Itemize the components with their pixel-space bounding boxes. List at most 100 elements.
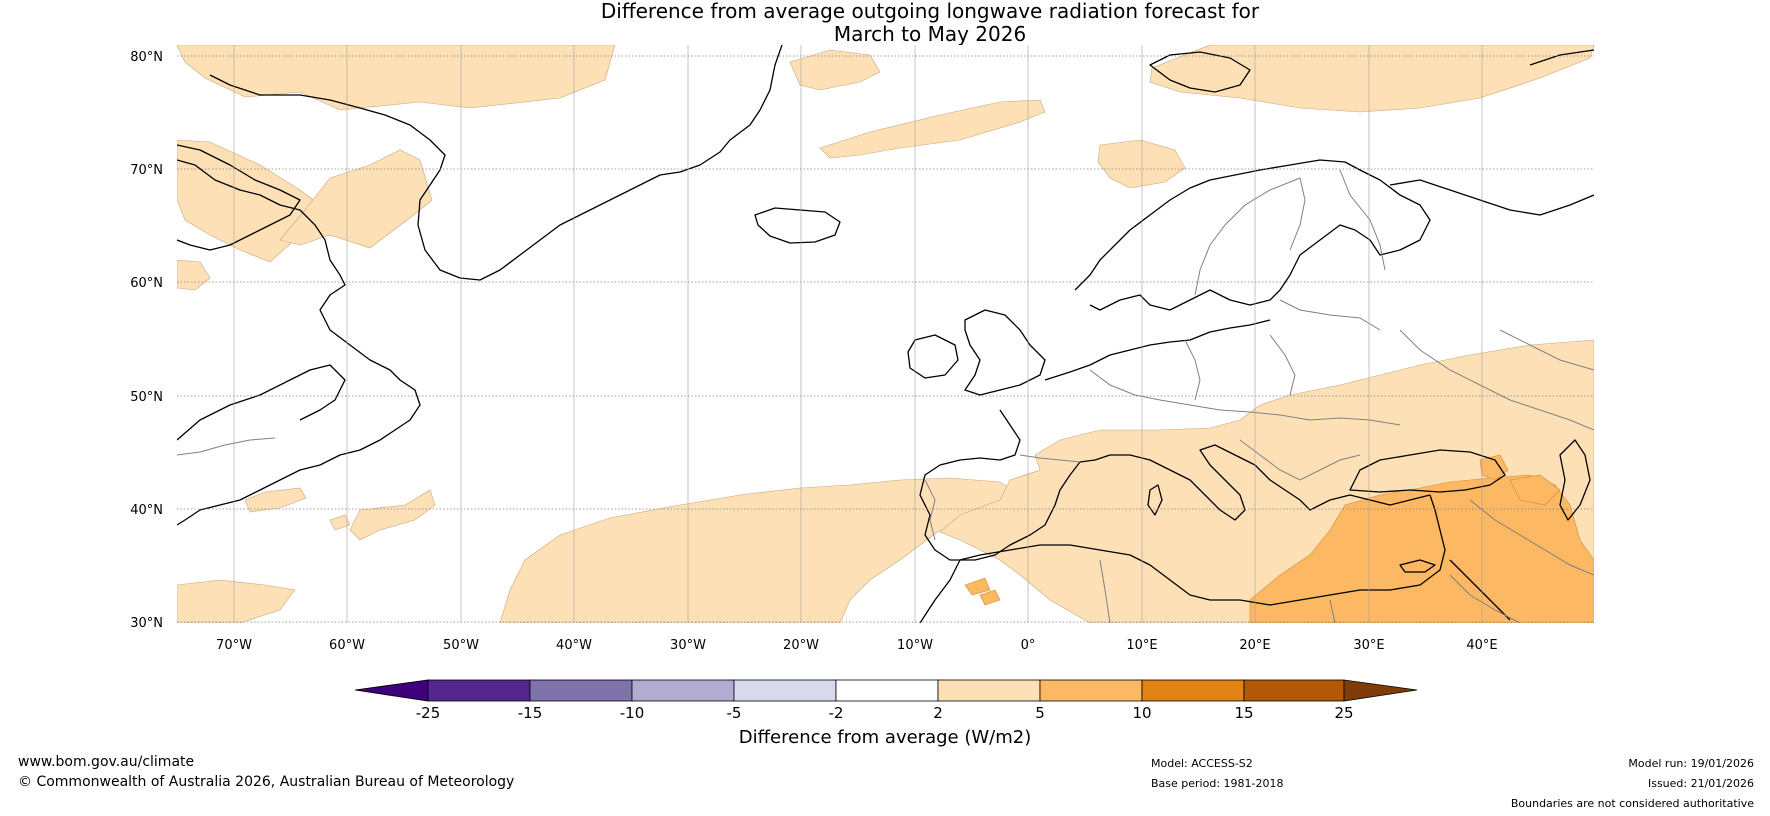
colorbar-tick: 15 [1234, 704, 1253, 722]
border-germany-poland [1184, 339, 1201, 401]
lon-label: 10°W [897, 638, 933, 653]
border-finland-russia [1339, 169, 1386, 271]
border-baltics [1279, 299, 1381, 331]
caspian-coast [1559, 439, 1591, 521]
border-france-spain [1019, 454, 1081, 463]
cyprus-coast [1399, 559, 1436, 573]
uk-coast [964, 309, 1046, 396]
title-line-2: March to May 2026 [833, 22, 1027, 46]
shading-nova-scotia-atl [244, 487, 307, 513]
shading-caspian [1479, 454, 1509, 481]
map-title: Difference from average outgoing longwav… [0, 0, 1770, 46]
colorbar-segment [1141, 679, 1245, 702]
shading-caucasus [1509, 474, 1561, 506]
map-area [177, 45, 1594, 623]
africa-north-coast [919, 494, 1446, 623]
lat-label: 30°N [130, 616, 163, 631]
lat-label: 40°N [130, 503, 163, 518]
colorbar-tick: 10 [1132, 704, 1151, 722]
footer-issued: Issued: 21/01/2026 [1647, 777, 1754, 790]
lon-label: 10°E [1126, 638, 1157, 653]
europe-west-coast [1044, 319, 1271, 381]
footer-disclaimer: Boundaries are not considered authoritat… [1510, 797, 1754, 810]
footer-copyright: © Commonwealth of Australia 2026, Austra… [18, 774, 515, 790]
lon-label: 20°E [1239, 638, 1270, 653]
lon-label: 20°W [783, 638, 819, 653]
iceland-coast [754, 207, 841, 244]
mediterranean-north [1094, 444, 1431, 521]
border-russia-kazakh [1499, 329, 1594, 371]
shading-north-cape [1097, 139, 1186, 189]
lon-label: 30°E [1353, 638, 1384, 653]
shading-labrador-coast [177, 259, 211, 291]
colorbar-segment [529, 679, 633, 702]
svalbard-coast [1149, 51, 1251, 93]
colorbar-ticks: -25 -15 -10 -5 -2 2 5 10 15 25 [416, 704, 1354, 722]
shading-baffin [177, 139, 321, 263]
kola-coast [1389, 179, 1594, 216]
lon-label: 40°W [556, 638, 592, 653]
colorbar-segment [631, 679, 735, 702]
labrador-inner [177, 364, 346, 441]
border-central-europe [1089, 369, 1401, 426]
lon-label: 0° [1021, 638, 1036, 653]
shading-norwegian-sea [819, 99, 1046, 159]
ireland-coast [907, 334, 959, 379]
border-balkans [1239, 439, 1361, 481]
border-libya-egypt [1329, 599, 1336, 623]
shading-north-africa-small-2 [979, 589, 1001, 606]
colorbar-segment [835, 679, 939, 702]
lon-label: 60°W [329, 638, 365, 653]
colorbar-segment [937, 679, 1041, 702]
colorbar-segment [427, 679, 531, 702]
lat-label: 70°N [130, 163, 163, 178]
border-middle-east [1449, 574, 1521, 623]
colorbar-segment [1039, 679, 1143, 702]
shading-svalbard-barents [1149, 45, 1594, 113]
border-poland-east [1269, 334, 1296, 396]
novaya-zemlya [1529, 49, 1594, 66]
shading-arctic-canada [177, 45, 616, 111]
colorbar-tick: 5 [1035, 704, 1045, 722]
lon-label: 30°W [670, 638, 706, 653]
country-borders [177, 169, 1594, 623]
canada-coast [177, 159, 421, 526]
footer-url: www.bom.gov.au/climate [18, 754, 195, 770]
colorbar-segment [733, 679, 837, 702]
baffin-coast [177, 144, 301, 251]
lat-label: 50°N [130, 390, 163, 405]
greenland-coast [209, 45, 783, 281]
lat-label: 60°N [130, 276, 163, 291]
colorbar-tick: 25 [1334, 704, 1353, 722]
scandinavia-coast [1074, 159, 1431, 311]
longitude-gridlines [233, 45, 1483, 623]
latitude-labels: 80°N 70°N 60°N 50°N 40°N 30°N [130, 50, 163, 631]
shading-greenland-sea [789, 49, 881, 91]
shading-davis-strait [279, 149, 433, 249]
footer-model-run: Model run: 19/01/2026 [1628, 757, 1754, 770]
colorbar-tick: -25 [416, 704, 441, 722]
biscay-iberia-coast [919, 409, 1096, 561]
border-norway-sweden [1194, 177, 1301, 296]
graticule [177, 45, 1594, 623]
colorbar-label: Difference from average (W/m2) [738, 727, 1032, 748]
latitude-gridlines [177, 55, 1594, 623]
red-sea-coast [1449, 559, 1511, 621]
shading-sub-tropical-atl [499, 477, 1021, 623]
anomaly-shading-5-to-10 [964, 454, 1594, 623]
border-spain-portugal [924, 479, 936, 541]
lon-label: 40°E [1466, 638, 1497, 653]
lon-label: 50°W [443, 638, 479, 653]
colorbar-tick: -5 [727, 704, 742, 722]
lat-label: 80°N [130, 50, 163, 65]
coastlines [177, 45, 1594, 623]
longitude-labels: 70°W 60°W 50°W 40°W 30°W 20°W 10°W 0° 10… [216, 638, 1498, 653]
colorbar-extend-high [1343, 679, 1418, 702]
colorbar-tick: 2 [933, 704, 943, 722]
colorbar [354, 679, 1418, 702]
colorbar-extend-low [354, 679, 429, 702]
border-north-africa [1099, 559, 1111, 623]
border-turkey-east [1469, 499, 1594, 576]
shading-north-africa-small [964, 577, 991, 596]
